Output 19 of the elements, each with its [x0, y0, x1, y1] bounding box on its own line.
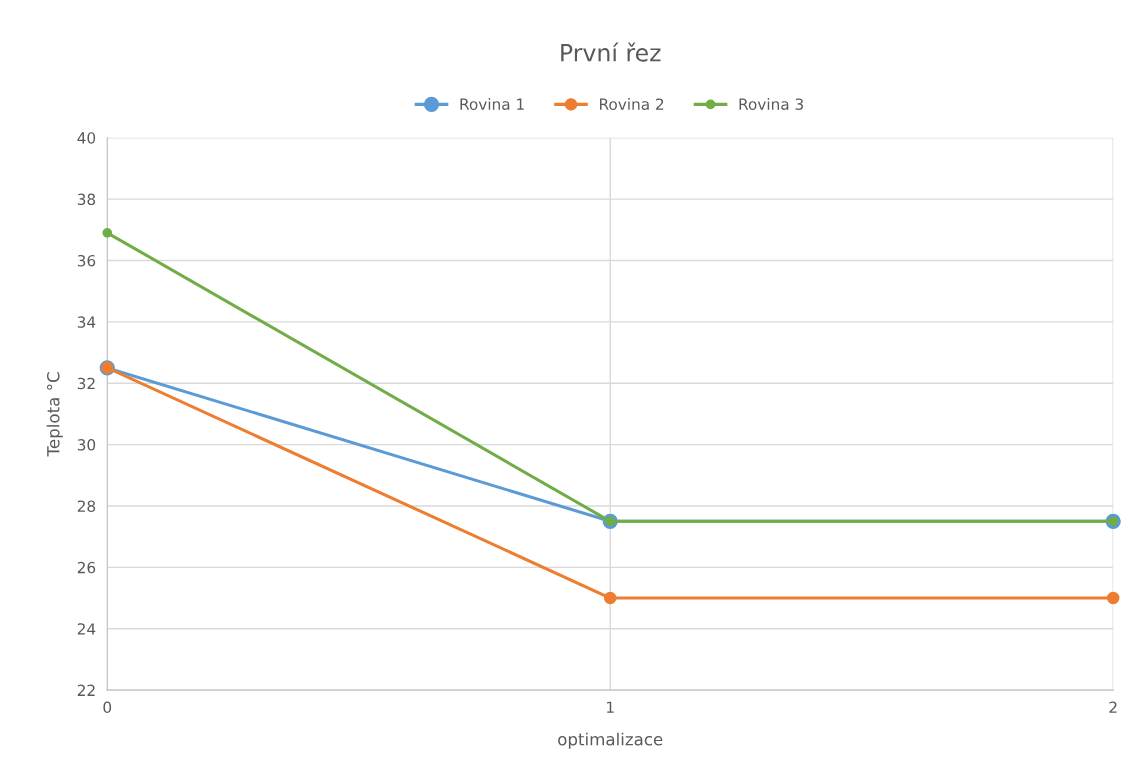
y-tick-label: 28: [77, 500, 96, 512]
x-tick-label: 2: [1109, 701, 1117, 713]
y-tick-label: 40: [77, 132, 96, 144]
y-tick-label: 36: [77, 254, 96, 267]
y-tick-label: 26: [77, 561, 96, 574]
legend-label: Rovina 2: [600, 98, 664, 110]
y-axis-title: Teplota °C: [46, 372, 63, 457]
y-tick-label: 24: [77, 623, 96, 635]
chart-title: První řez: [561, 42, 661, 62]
y-tick-label: 38: [77, 193, 96, 206]
x-tick-label: 1: [607, 701, 614, 713]
x-tick-label: 0: [103, 701, 112, 714]
legend-label: Rovina 3: [739, 98, 803, 110]
y-tick-label: 32: [77, 377, 95, 390]
y-tick-label: 34: [77, 316, 96, 328]
y-tick-label: 30: [77, 439, 96, 451]
x-axis-title: optimalizace: [558, 732, 663, 749]
y-tick-label: 22: [77, 684, 95, 696]
legend-label: Rovina 1: [460, 98, 524, 110]
